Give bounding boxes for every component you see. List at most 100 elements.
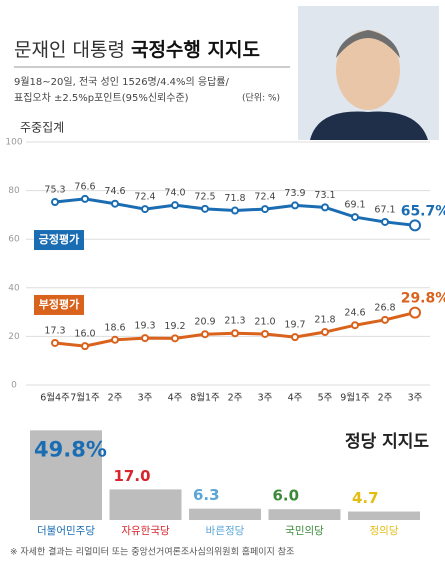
value-label: 72.5 [194, 191, 215, 202]
bar-title: 정당 지지도 [345, 432, 429, 452]
legend-box [34, 230, 84, 251]
point [261, 205, 269, 214]
bar [30, 430, 102, 520]
value-label: 16.0 [74, 329, 95, 340]
y-tick-label: 80 [8, 186, 20, 196]
footnote: ※ 자세한 결과는 리얼미터 또는 중앙선거여론조사심의위원회 홈페이지 참조 [10, 546, 294, 558]
point [171, 201, 179, 210]
y-axis-label: 주중집계 [20, 121, 64, 135]
note: 9월18~20일, 전국 성인 1526명/4.4%의 응답률/ [14, 76, 230, 88]
value-label: 74.6 [104, 186, 125, 197]
x-tick-label: 정의당 [370, 525, 399, 537]
x-tick-label: 3주 [408, 393, 423, 404]
point [409, 219, 421, 232]
value-label: 73.9 [284, 188, 305, 199]
y-tick-label: 60 [8, 235, 20, 245]
bar [268, 509, 341, 520]
point [111, 335, 119, 344]
value-label: 19.2 [164, 321, 185, 332]
value-label: 71.8 [224, 193, 245, 204]
point [351, 321, 359, 330]
x-tick-label: 2주 [378, 393, 393, 404]
portrait-face [336, 30, 400, 110]
portrait-suit [310, 111, 428, 140]
point [231, 206, 239, 215]
point [291, 201, 299, 210]
x-tick-label: 7월1주 [70, 392, 100, 404]
value-label: 67.1 [374, 204, 395, 215]
value-label: 65.7% [401, 203, 445, 219]
value-label: 21.8 [314, 315, 335, 326]
x-tick-label: 3주 [138, 393, 153, 404]
value-label: 29.8% [401, 291, 445, 307]
point [321, 328, 329, 337]
x-tick-label: 6월4주 [40, 392, 70, 404]
value-label: 4.7 [352, 489, 379, 507]
bar [109, 489, 182, 520]
point [171, 334, 179, 343]
x-tick-label: 2주 [228, 393, 243, 404]
x-tick-label: 더불어민주당 [37, 525, 95, 537]
value-label: 75.3 [44, 185, 65, 196]
point [111, 199, 119, 208]
point [261, 329, 269, 338]
y-tick-label: 20 [8, 332, 20, 342]
x-tick-label: 3주 [258, 393, 273, 404]
value-label: 26.8 [374, 302, 395, 313]
value-label: 21.0 [254, 316, 275, 327]
value-label: 18.6 [104, 322, 125, 333]
x-tick-label: 국민의당 [285, 525, 324, 537]
point [201, 204, 209, 213]
value-label: 6.3 [193, 486, 220, 504]
point [291, 333, 299, 342]
title-bold: 국정수행 지지도 [131, 39, 260, 61]
title-plain: 문재인 대통령 [14, 39, 125, 61]
point [51, 198, 59, 207]
point [141, 205, 149, 214]
value-label: 72.4 [134, 192, 155, 203]
point [231, 329, 239, 338]
value-label: 21.3 [224, 316, 245, 327]
point [351, 213, 359, 222]
point [51, 338, 59, 347]
x-tick-label: 2주 [108, 393, 123, 404]
point [409, 306, 421, 319]
x-tick-label: 자유한국당 [121, 525, 170, 537]
unit: (단위: %) [242, 93, 280, 104]
point [141, 334, 149, 343]
y-tick-label: 0 [11, 381, 17, 391]
x-tick-label: 5주 [318, 393, 333, 404]
value-label: 72.4 [254, 192, 275, 203]
value-label: 19.3 [134, 321, 155, 332]
point [201, 330, 209, 339]
value-label: 76.6 [74, 181, 95, 192]
legend-label: 부정평가 [39, 297, 79, 311]
point [81, 194, 89, 203]
value-label: 20.9 [194, 317, 215, 328]
value-label: 49.8% [34, 437, 107, 461]
point [381, 217, 389, 226]
value-label: 6.0 [273, 487, 300, 505]
value-label: 24.6 [344, 308, 365, 319]
point [81, 342, 89, 351]
x-tick-label: 4주 [168, 393, 183, 404]
note: 표집오차 ±2.5%p포인트(95%신뢰수준) [14, 92, 189, 104]
legend-label: 긍정평가 [39, 232, 79, 246]
legend-box [34, 294, 84, 315]
bar [189, 508, 261, 520]
point [381, 315, 389, 324]
portrait-hair [336, 30, 400, 58]
x-tick-label: 4주 [288, 393, 303, 404]
value-label: 73.1 [314, 190, 335, 201]
y-tick-label: 40 [8, 283, 20, 293]
x-tick-label: 9월1주 [340, 392, 370, 404]
y-tick-label: 100 [5, 138, 22, 148]
x-tick-label: 8월1주 [190, 392, 220, 404]
value-label: 17.3 [44, 325, 65, 336]
bar [348, 511, 420, 520]
x-tick-label: 바른정당 [206, 525, 245, 537]
value-label: 74.0 [164, 188, 185, 199]
value-label: 17.0 [114, 467, 151, 485]
value-label: 19.7 [284, 320, 305, 331]
